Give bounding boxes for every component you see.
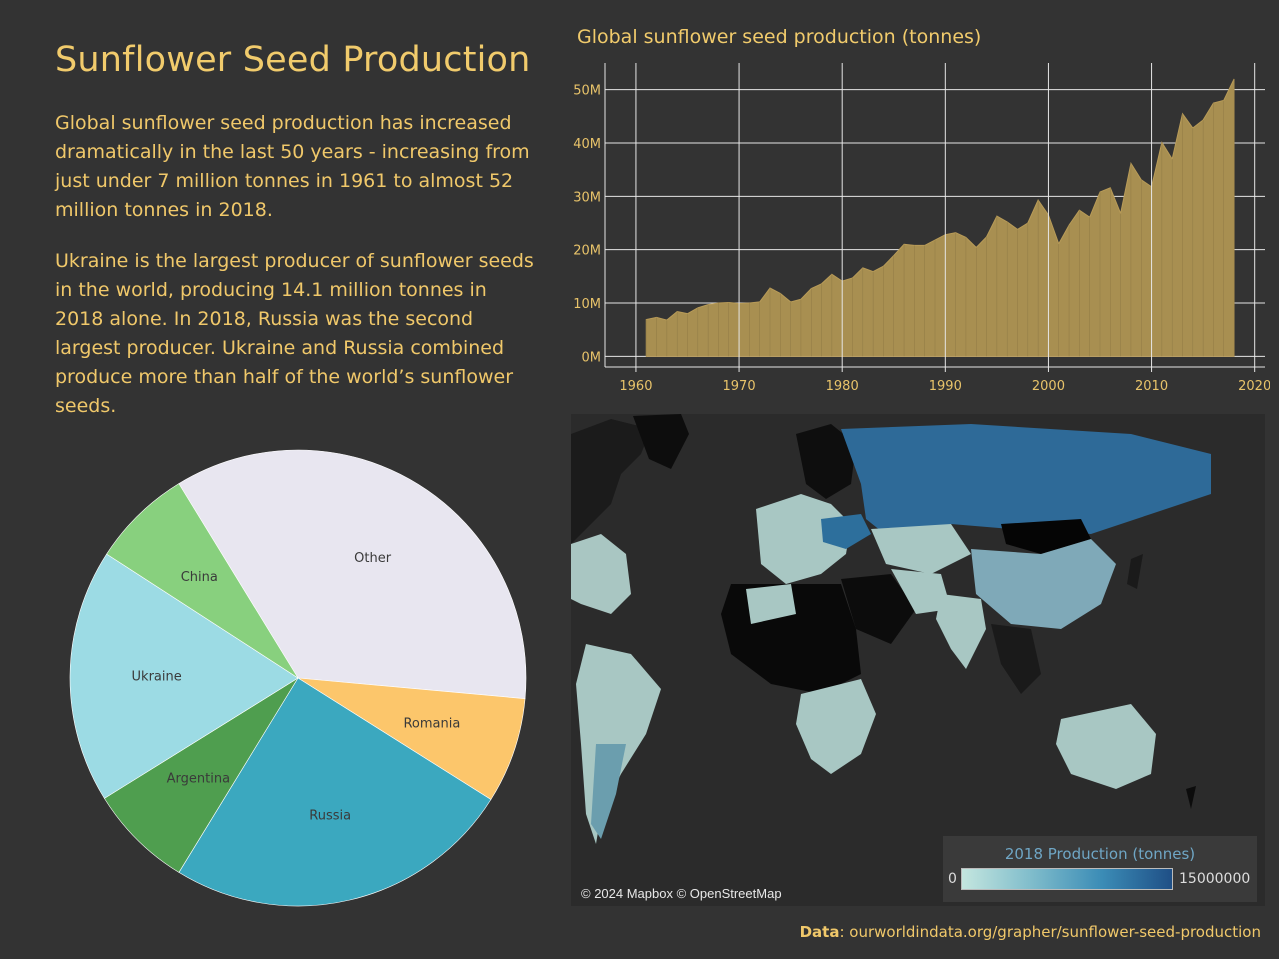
ukraine-paragraph: Ukraine is the largest producer of sunfl…	[55, 250, 534, 417]
map-china	[971, 539, 1116, 629]
production-area	[645, 78, 1235, 357]
world-production-map[interactable]: © 2024 Mapbox © OpenStreetMap 2018 Produ…	[571, 414, 1265, 906]
source-url[interactable]: : ourworldindata.org/grapher/sunflower-s…	[839, 923, 1261, 941]
map-africa-west	[746, 584, 796, 624]
pie-label: Russia	[309, 809, 351, 824]
map-usa-east	[571, 534, 631, 614]
legend-gradient-bar	[961, 868, 1173, 890]
pie-label: Argentina	[167, 771, 230, 786]
map-india	[936, 594, 986, 669]
pie-label: Romania	[403, 716, 460, 731]
y-tick-label: 50M	[573, 84, 601, 99]
pie-label: China	[181, 570, 218, 585]
map-middle-east	[841, 574, 916, 644]
x-tick-label: 2010	[1135, 379, 1168, 394]
y-tick-label: 10M	[573, 297, 601, 312]
source-label: Data	[799, 923, 840, 941]
map-argentina	[591, 744, 626, 839]
map-attribution[interactable]: © 2024 Mapbox © OpenStreetMap	[581, 886, 782, 901]
pie-slice-argentina[interactable]	[103, 677, 299, 873]
producer-pie-chart: Other Romania Russia Argentina Ukraine China	[69, 449, 527, 907]
page-title: Sunflower Seed Production	[55, 40, 531, 80]
pie-slice-ukraine[interactable]	[69, 553, 299, 799]
ellipsis-marker: ··	[56, 398, 62, 408]
legend-title: 2018 Production (tonnes)	[1004, 845, 1196, 863]
y-tick-label: 30M	[573, 190, 601, 205]
x-tick-label: 1980	[826, 379, 859, 394]
map-australia	[1056, 704, 1156, 789]
map-kazakhstan	[871, 524, 971, 574]
map-russia	[841, 424, 1211, 539]
map-color-legend: 2018 Production (tonnes) 0 15000000	[943, 836, 1257, 902]
map-north-america	[571, 419, 651, 544]
map-europe	[756, 494, 851, 584]
legend-max-label: 15000000	[1179, 871, 1251, 887]
x-tick-label: 1990	[929, 379, 962, 394]
pie-slice-russia[interactable]	[178, 677, 492, 907]
pie-label: Other	[354, 551, 392, 566]
y-tick-label: 20M	[573, 244, 601, 259]
map-se-asia	[991, 624, 1041, 694]
world-map-shapes	[571, 414, 1265, 906]
pie-slice-china[interactable]	[106, 483, 299, 679]
legend-min-label: 0	[948, 871, 957, 887]
map-iran-region	[891, 569, 951, 614]
intro-paragraph: Global sunflower seed production has inc…	[55, 112, 530, 221]
y-tick-label: 40M	[573, 137, 601, 152]
x-tick-label: 1960	[619, 379, 652, 394]
pie-label: Ukraine	[132, 670, 182, 685]
map-ukraine	[821, 514, 871, 549]
map-scandinavia	[796, 424, 856, 499]
map-new-zealand	[1186, 786, 1196, 809]
x-tick-label: 1970	[723, 379, 756, 394]
map-greenland	[633, 414, 689, 469]
pie-slice-romania[interactable]	[297, 677, 526, 800]
x-tick-label: 2020	[1238, 379, 1270, 394]
data-source[interactable]: Data: ourworldindata.org/grapher/sunflow…	[800, 923, 1261, 941]
map-japan	[1127, 554, 1143, 589]
y-tick-label: 0M	[582, 350, 602, 365]
map-africa-south	[796, 679, 876, 774]
x-tick-label: 2000	[1032, 379, 1065, 394]
area-chart-title: Global sunflower seed production (tonnes…	[577, 26, 982, 48]
pie-slice-other[interactable]	[178, 449, 527, 700]
map-mongolia	[1001, 519, 1091, 554]
production-area-chart: 0M 10M 20M 30M 40M 50M 1960 1970 1980 1990 2000 201…	[573, 63, 1270, 394]
